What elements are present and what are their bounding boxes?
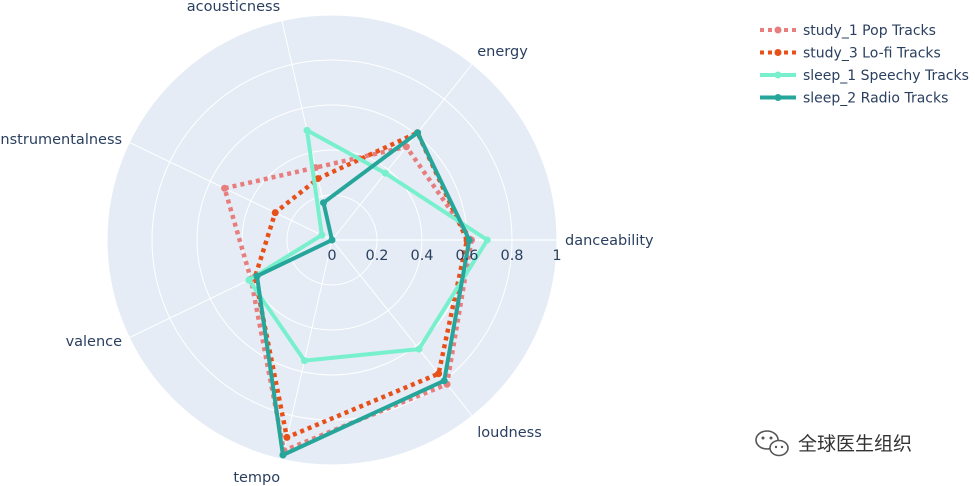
series-point	[314, 175, 322, 183]
radial-tick-labels: 0 0.2 0.4 0.6 0.8 1	[327, 248, 561, 264]
grid-spoke	[129, 141, 333, 241]
series-point	[300, 357, 308, 365]
legend-item[interactable]: sleep_2 Radio Tracks	[760, 91, 948, 107]
axis-label-valence: valence	[66, 334, 123, 350]
series-point	[279, 451, 287, 459]
legend-label: sleep_1 Speechy Tracks	[803, 68, 969, 84]
series-point	[271, 209, 279, 217]
series-line	[252, 130, 470, 440]
series-point	[328, 236, 336, 244]
series-point	[283, 433, 291, 441]
series-point	[483, 236, 491, 244]
legend-marker	[774, 94, 782, 101]
series-point	[381, 169, 389, 177]
series-4	[253, 129, 473, 459]
legend[interactable]: study_1 Pop Tracks study_3 Lo-fi Tracks sl…	[760, 23, 969, 107]
legend-label: study_3 Lo-fi Tracks	[803, 46, 941, 62]
series-traces	[221, 126, 491, 459]
axis-label-tempo: tempo	[233, 470, 280, 486]
axis-label-acousticness: acousticness	[187, 0, 280, 15]
radial-tick-label: 1	[552, 248, 561, 264]
series-point	[402, 143, 410, 151]
legend-marker	[774, 49, 782, 56]
series-point	[303, 126, 311, 134]
radial-tick-label: 0.2	[365, 248, 388, 264]
legend-label: sleep_2 Radio Tracks	[803, 91, 948, 107]
grid-spoke	[281, 239, 333, 460]
axis-label-energy: energy	[477, 44, 528, 60]
legend-label: study_1 Pop Tracks	[803, 23, 936, 39]
watermark: 全球医生组织	[755, 430, 912, 457]
angular-axis-labels: danceability energy acousticness instrument…	[0, 0, 654, 486]
legend-item[interactable]: study_3 Lo-fi Tracks	[760, 46, 941, 62]
series-point	[245, 276, 253, 284]
legend-marker	[774, 26, 782, 34]
series-point	[465, 236, 473, 244]
legend-marker	[774, 71, 782, 79]
axis-label-danceability: danceability	[565, 233, 654, 249]
legend-item[interactable]: study_1 Pop Tracks	[760, 23, 936, 39]
series-point	[415, 345, 423, 353]
axis-label-instrumentalness: instrumentalness	[0, 132, 122, 148]
axis-label-loudness: loudness	[477, 425, 542, 441]
series-line	[255, 130, 472, 457]
radial-tick-label: 0	[327, 248, 336, 264]
watermark-text: 全球医生组织	[798, 433, 912, 455]
grid-spoke	[331, 63, 473, 241]
radial-tick-label: 0.6	[455, 248, 478, 264]
series-point	[440, 377, 448, 385]
series-point	[318, 231, 326, 239]
wechat-icon	[755, 430, 789, 457]
series-point	[435, 370, 443, 378]
series-point	[414, 129, 422, 137]
radial-tick-label: 0.8	[500, 248, 523, 264]
series-point	[221, 184, 229, 192]
radial-tick-label: 0.4	[410, 248, 433, 264]
series-point	[319, 199, 327, 207]
series-point	[253, 272, 261, 280]
legend-item[interactable]: sleep_1 Speechy Tracks	[760, 68, 969, 84]
